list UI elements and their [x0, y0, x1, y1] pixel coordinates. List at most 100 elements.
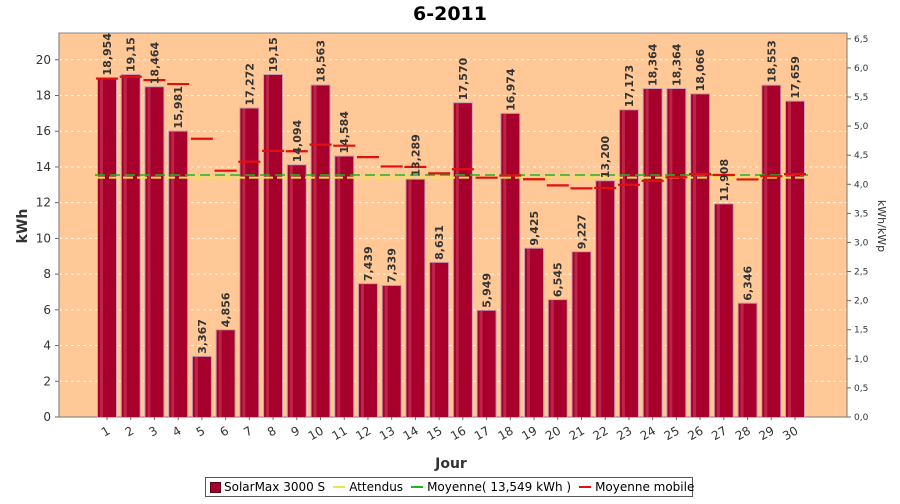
bar-highlight — [194, 356, 198, 417]
legend-label-solarmax: SolarMax 3000 S — [224, 480, 326, 494]
x-tick-label: 19 — [519, 423, 539, 443]
x-tick-label: 24 — [638, 423, 658, 443]
data-label: 17,570 — [457, 57, 470, 100]
bar-highlight — [527, 248, 531, 417]
y-tick-label: 4 — [43, 339, 51, 353]
legend-swatch-line — [333, 486, 346, 488]
data-label: 17,659 — [789, 56, 802, 98]
x-axis-label: Jour — [434, 456, 467, 472]
data-label: 14,094 — [291, 119, 304, 162]
data-label: 18,954 — [101, 33, 114, 76]
y-tick-label: 2 — [43, 374, 51, 388]
y-tick-label: 18 — [36, 89, 51, 103]
y-tick-label: 20 — [36, 53, 51, 67]
x-tick-label: 14 — [401, 423, 421, 443]
data-label: 6,545 — [552, 262, 565, 297]
data-label: 5,949 — [481, 273, 494, 308]
chart-title: 6-2011 — [413, 3, 487, 25]
y2-tick-label: 2,0 — [854, 297, 869, 307]
legend-label-moyenne-mobile: Moyenne mobile — [595, 480, 695, 494]
data-label: 18,464 — [148, 41, 161, 84]
legend-swatch-line — [411, 486, 424, 488]
bar-highlight — [669, 89, 673, 417]
x-tick-label: 13 — [377, 423, 397, 443]
bar-highlight — [100, 78, 103, 417]
bar-highlight — [123, 74, 127, 417]
x-tick-label: 16 — [448, 423, 468, 443]
data-label: 18,364 — [670, 43, 683, 86]
bar-highlight — [645, 89, 649, 417]
y-tick-label: 6 — [43, 303, 51, 317]
data-label: 18,066 — [694, 49, 707, 92]
bar-highlight — [740, 303, 744, 417]
y-tick-label: 14 — [36, 160, 51, 174]
x-tick-label: 12 — [353, 423, 373, 443]
bar-highlight — [693, 94, 697, 418]
bar-highlight — [503, 113, 507, 418]
x-tick-label: 27 — [709, 423, 729, 443]
x-tick-label: 21 — [567, 423, 587, 443]
x-tick-label: 22 — [590, 423, 610, 443]
legend-item-moyenne-mobile: Moyenne mobile — [579, 480, 694, 494]
y2-tick-label: 1,0 — [854, 355, 869, 365]
bar-highlight — [313, 85, 317, 418]
data-label: 9,425 — [528, 211, 541, 246]
data-label: 17,272 — [243, 63, 256, 105]
data-label: 18,364 — [647, 43, 660, 86]
bar-highlight — [764, 85, 768, 417]
legend-item-moyenne: Moyenne( 13,549 kWh ) — [411, 480, 571, 494]
x-tick-label: 20 — [543, 423, 563, 443]
data-label: 18,563 — [315, 40, 328, 82]
x-tick-label: 7 — [241, 423, 255, 439]
data-label: 7,339 — [386, 248, 399, 283]
x-tick-label: 29 — [757, 423, 777, 443]
bar-highlight — [788, 101, 791, 417]
y2-tick-label: 4,5 — [854, 151, 868, 161]
y-tick-label: 16 — [36, 124, 51, 138]
legend-label-attendus: Attendus — [349, 480, 404, 494]
y-tick-label: 10 — [36, 231, 51, 245]
x-tick-label: 15 — [424, 423, 444, 443]
x-tick-label: 9 — [289, 423, 303, 439]
legend-item-attendus: Attendus — [333, 480, 403, 494]
y2-tick-label: 3,0 — [854, 238, 869, 248]
data-label: 13,200 — [599, 135, 612, 178]
y2-tick-label: 5,0 — [854, 122, 869, 132]
bar-highlight — [384, 285, 388, 417]
x-tick-label: 2 — [123, 423, 137, 439]
y-tick-label: 0 — [43, 410, 51, 424]
y2-tick-label: 5,5 — [854, 93, 868, 103]
x-tick-label: 17 — [472, 423, 492, 443]
y2-tick-label: 0,5 — [854, 384, 868, 394]
y2-tick-label: 3,5 — [854, 209, 868, 219]
bar-highlight — [550, 300, 554, 417]
x-tick-label: 28 — [733, 423, 753, 443]
data-label: 9,227 — [575, 214, 588, 249]
data-label: 16,974 — [504, 68, 517, 111]
legend-swatch-bar — [210, 481, 221, 493]
data-label: 4,856 — [220, 292, 233, 327]
x-tick-label: 5 — [194, 423, 208, 439]
data-label: 17,173 — [623, 65, 636, 107]
bar-highlight — [408, 179, 412, 417]
bar-highlight — [455, 103, 459, 418]
data-label: 14,584 — [338, 111, 351, 154]
data-label: 19,15 — [267, 37, 280, 72]
x-tick-label: 23 — [614, 423, 634, 443]
x-tick-label: 30 — [780, 423, 800, 443]
data-label: 8,631 — [433, 225, 446, 260]
bar-highlight — [574, 252, 578, 417]
y2-tick-label: 4,0 — [854, 180, 869, 190]
x-tick-label: 11 — [330, 423, 350, 443]
data-label: 15,981 — [172, 86, 185, 128]
bar-highlight — [147, 87, 151, 418]
legend: SolarMax 3000 S Attendus Moyenne( 13,549… — [205, 477, 694, 497]
y2-tick-label: 0,0 — [854, 413, 869, 423]
y-axis-label: kWh — [15, 209, 31, 244]
x-tick-label: 1 — [99, 423, 113, 439]
bar-highlight — [598, 181, 602, 417]
y2-tick-label: 6,5 — [854, 35, 868, 45]
bar-highlight — [242, 108, 246, 418]
legend-item-solarmax: SolarMax 3000 S — [210, 480, 325, 494]
x-tick-label: 25 — [662, 423, 682, 443]
